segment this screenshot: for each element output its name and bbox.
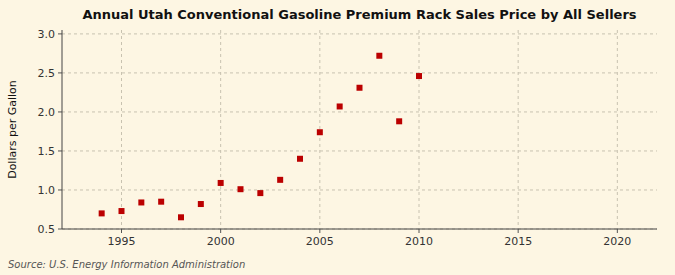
- y-grid-line: [62, 150, 657, 151]
- point: [317, 129, 323, 135]
- point: [138, 199, 144, 205]
- x-tick-label: 2015: [504, 235, 532, 248]
- y-tick-label: 2.0: [38, 106, 56, 119]
- x-axis-line: [62, 229, 657, 230]
- x-tick-label: 2000: [207, 235, 235, 248]
- y-grid-line: [62, 189, 657, 190]
- source: Source: U.S. Energy Information Administ…: [8, 259, 245, 270]
- y-tick-label: 1.0: [38, 184, 56, 197]
- y-tick-label: 0.5: [38, 223, 56, 236]
- x-grid-line: [220, 30, 221, 229]
- x-tick: [518, 229, 519, 233]
- x-tick-label: 2010: [405, 235, 433, 248]
- y-grid-line: [62, 229, 657, 230]
- y-tick: [58, 33, 62, 34]
- y-grid-line: [62, 72, 657, 73]
- point: [238, 186, 244, 192]
- point: [357, 85, 363, 91]
- y-grid-line: [62, 33, 657, 34]
- x-tick-label: 2005: [306, 235, 334, 248]
- x-grid-line: [419, 30, 420, 229]
- point: [297, 156, 303, 162]
- y-tick: [58, 189, 62, 190]
- x-tick: [220, 229, 221, 233]
- y-tick: [58, 150, 62, 151]
- y-tick: [58, 229, 62, 230]
- grid: [62, 30, 657, 229]
- y-tick-label: 3.0: [38, 28, 56, 41]
- y-axis-line: [62, 30, 63, 229]
- x-tick: [419, 229, 420, 233]
- point: [218, 180, 224, 186]
- y-grid-line: [62, 111, 657, 112]
- point: [277, 177, 283, 183]
- x-grid-line: [518, 30, 519, 229]
- y-tick-label: 2.5: [38, 67, 56, 80]
- axes: 1995 2000 2005 2010 2015 2020 0.5 1.0 1.5 2.0 2.5 3…: [38, 28, 658, 248]
- x-tick: [319, 229, 320, 233]
- y-tick: [58, 111, 62, 112]
- point: [198, 201, 204, 207]
- y-tick: [58, 72, 62, 73]
- x-grid-line: [121, 30, 122, 229]
- y-tick-label: 1.5: [38, 145, 56, 158]
- title: Annual Utah Conventional Gasoline Premiu…: [82, 7, 636, 22]
- x-tick: [121, 229, 122, 233]
- point: [337, 103, 343, 109]
- background: [0, 0, 675, 275]
- x-tick-label: 1995: [108, 235, 136, 248]
- chart: 1995 2000 2005 2010 2015 2020 0.5 1.0 1.5 2.0 2.5 3…: [0, 0, 675, 275]
- point: [257, 190, 263, 196]
- point: [158, 199, 164, 205]
- x-grid-line: [617, 30, 618, 229]
- point: [178, 214, 184, 220]
- x-tick-label: 2020: [603, 235, 631, 248]
- point: [119, 208, 125, 214]
- point: [416, 73, 422, 79]
- point: [376, 53, 382, 59]
- point: [396, 118, 402, 124]
- x-tick: [617, 229, 618, 233]
- point: [99, 210, 105, 216]
- points: [99, 53, 422, 221]
- y-axis-label: Dollars per Gallon: [6, 80, 19, 179]
